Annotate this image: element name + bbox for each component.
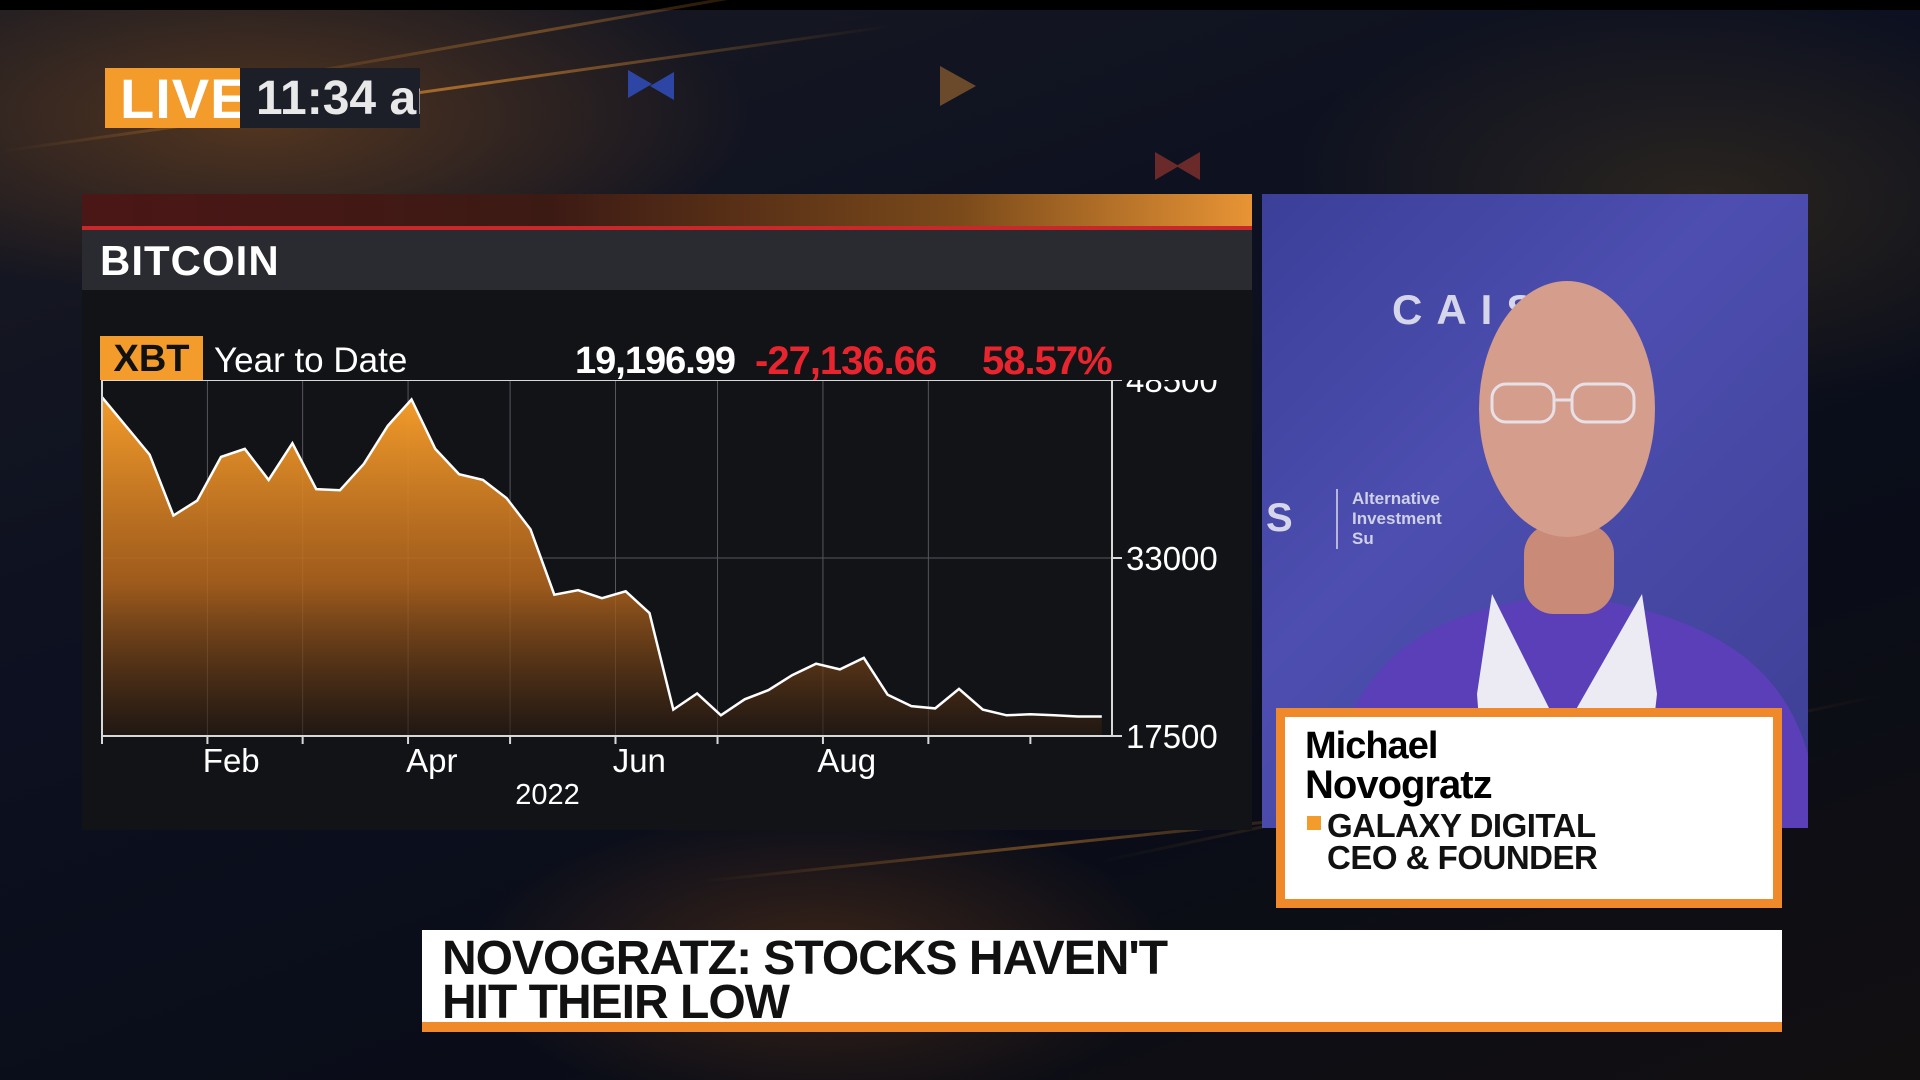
backdrop-letter: S — [1266, 496, 1293, 540]
ticker-change-percent: 58.57% — [982, 339, 1113, 383]
guest-head — [1479, 281, 1655, 537]
background-triangle — [1176, 152, 1200, 180]
live-label: LIVE — [105, 68, 247, 130]
headline-line1: NOVOGRATZ: STOCKS HAVEN'T — [442, 932, 1168, 985]
x-tick-label: Aug — [817, 742, 876, 779]
chart-panel: BITCOIN XBT Year to Date 19,196.99 -27,1… — [82, 194, 1252, 830]
x-axis: Feb Apr Jun Aug 2022 — [101, 736, 1032, 811]
ticker-badge: XBT — [100, 336, 203, 380]
chart-panel-header: BITCOIN — [82, 230, 1252, 290]
backdrop-subtitle-line: Investment — [1352, 509, 1442, 528]
x-tick-label: Jun — [613, 742, 666, 779]
ticker-period: Year to Date — [214, 341, 408, 380]
ticker-price: 19,196.99 — [575, 340, 736, 382]
ticker-change: -27,136.66 — [755, 339, 937, 383]
person-title-line2: CEO & FOUNDER — [1327, 839, 1598, 876]
y-tick-label: 33000 — [1126, 540, 1218, 577]
ticker-row: XBT Year to Date 19,196.99 -27,136.66 58… — [100, 336, 1200, 383]
x-year-label: 2022 — [515, 779, 580, 811]
background-triangle — [628, 70, 652, 98]
x-tick-label: Apr — [406, 742, 457, 779]
live-time: 11:34 ar — [240, 68, 420, 128]
x-tick-label: Feb — [203, 742, 260, 779]
person-first-name: Michael — [1305, 725, 1438, 767]
price-chart: Feb Apr Jun Aug 2022 48500 33000 17500 — [101, 380, 1218, 811]
headline-banner: NOVOGRATZ: STOCKS HAVEN'T HIT THEIR LOW — [422, 930, 1782, 1032]
price-line — [101, 396, 1102, 718]
backdrop-subtitle: Alternative Investment Su — [1336, 489, 1442, 549]
person-last-name: Novogratz — [1305, 763, 1493, 807]
backdrop-subtitle-line: Alternative — [1352, 489, 1440, 508]
background-triangle — [940, 66, 976, 106]
person-title-line1: GALAXY DIGITAL — [1327, 807, 1596, 844]
y-tick-label: 17500 — [1126, 718, 1218, 755]
live-bug: LIVE 11:34 ar — [105, 68, 420, 130]
background-triangle — [1155, 152, 1179, 180]
y-axis: 48500 33000 17500 — [1112, 380, 1218, 755]
headline-line2: HIT THEIR LOW — [442, 976, 790, 1029]
name-lower-third: Michael Novogratz GALAXY DIGITAL CEO & F… — [1276, 708, 1782, 908]
guest-glasses-right — [1570, 382, 1636, 424]
background-triangle — [650, 72, 674, 100]
chart-title: BITCOIN — [100, 237, 280, 284]
name-card-body: Michael Novogratz GALAXY DIGITAL CEO & F… — [1285, 717, 1773, 899]
price-area — [102, 397, 1102, 736]
top-bar — [0, 0, 1920, 10]
chart-panel-accent-strip — [82, 194, 1252, 230]
guest-neck — [1524, 524, 1614, 614]
title-bullet-marker — [1307, 816, 1321, 830]
y-tick-label: 48500 — [1126, 380, 1218, 399]
backdrop-subtitle-line: Su — [1352, 529, 1374, 548]
guest-glasses-left — [1490, 382, 1556, 424]
